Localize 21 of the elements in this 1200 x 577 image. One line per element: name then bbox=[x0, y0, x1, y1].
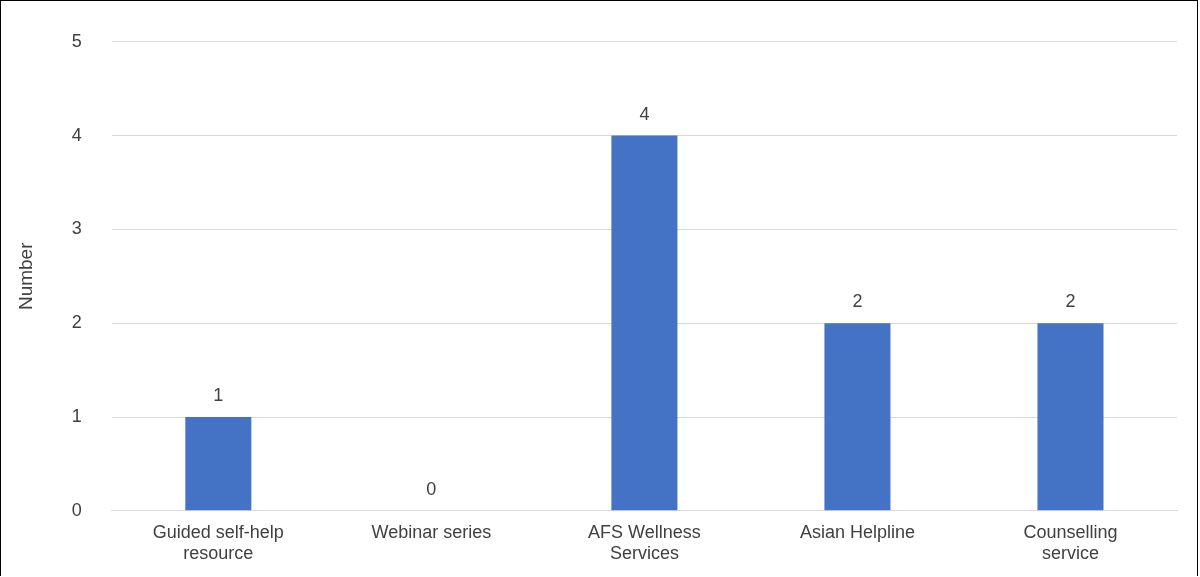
y-tick-label: 2 bbox=[71, 312, 82, 333]
y-tick-label: 0 bbox=[71, 499, 82, 520]
data-label: 2 bbox=[852, 291, 863, 312]
x-tick-label: Asian Helpline bbox=[799, 521, 915, 542]
bar bbox=[611, 135, 678, 511]
bar bbox=[1037, 323, 1104, 511]
x-tick-label: AFS Wellness Services bbox=[588, 521, 701, 564]
y-tick-label: 4 bbox=[71, 124, 82, 145]
data-label: 4 bbox=[639, 103, 650, 124]
x-tick-label: Counselling service bbox=[1023, 521, 1118, 564]
y-tick-label: 1 bbox=[71, 405, 82, 426]
data-label: 0 bbox=[426, 478, 437, 499]
x-tick-label: Webinar series bbox=[371, 521, 492, 542]
y-tick-label: 5 bbox=[71, 30, 82, 51]
y-axis-title: Number bbox=[14, 241, 36, 311]
bar bbox=[185, 417, 252, 511]
data-label: 2 bbox=[1065, 291, 1076, 312]
data-label: 1 bbox=[213, 384, 224, 405]
bar bbox=[824, 323, 891, 511]
y-tick-label: 3 bbox=[71, 218, 82, 239]
x-tick-label: Guided self-help resource bbox=[152, 521, 284, 564]
